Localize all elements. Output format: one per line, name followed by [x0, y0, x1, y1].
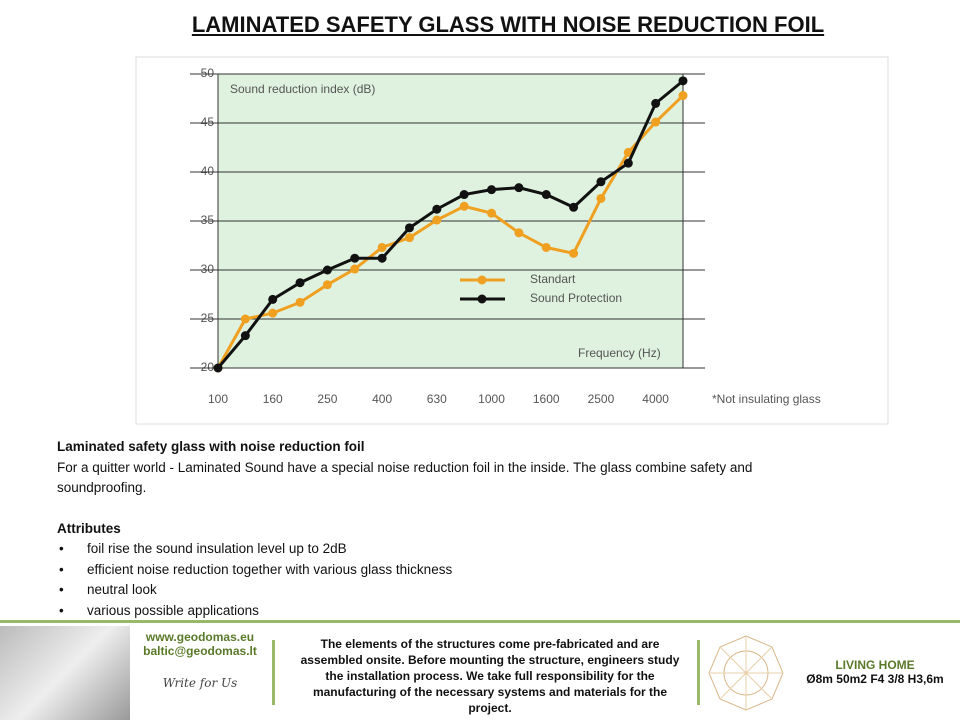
point — [240, 331, 250, 341]
point — [404, 223, 414, 233]
y-tick-label: 30 — [201, 262, 215, 276]
point — [487, 208, 497, 218]
point — [350, 264, 360, 274]
point — [377, 253, 387, 263]
point — [295, 278, 305, 288]
statement: The elements of the structures come pre-… — [300, 637, 680, 715]
point — [651, 98, 661, 108]
x-tick-label: 2500 — [588, 392, 615, 406]
y-tick-label: 25 — [201, 311, 215, 325]
point — [240, 314, 250, 324]
note: *Not insulating glass — [712, 392, 821, 406]
point — [623, 147, 633, 157]
chart: Sound reduction index (dB) Frequency (Hz… — [135, 56, 889, 425]
x-tick-label: 1600 — [533, 392, 560, 406]
body: Laminated safety glass with noise reduct… — [57, 437, 837, 621]
point — [623, 158, 633, 168]
point — [514, 183, 524, 193]
point — [569, 202, 579, 212]
dome-icon — [708, 635, 784, 711]
point — [514, 228, 524, 238]
point — [459, 201, 469, 211]
point — [404, 233, 414, 243]
x-tick-label: 1000 — [478, 392, 505, 406]
x-tick-label: 400 — [372, 392, 392, 406]
point — [569, 248, 579, 258]
point — [432, 204, 442, 214]
point — [487, 185, 497, 195]
heading: Laminated safety glass with noise reduct… — [57, 439, 365, 454]
x-tick-label: 630 — [427, 392, 447, 406]
series-line — [216, 79, 684, 369]
y-tick-label: 45 — [201, 115, 215, 129]
legend-label: Sound Protection — [530, 291, 622, 305]
point — [651, 117, 661, 127]
point — [350, 253, 360, 263]
point — [541, 242, 551, 252]
divider — [272, 640, 275, 705]
legend-marker — [477, 275, 487, 285]
x-tick-label: 160 — [263, 392, 283, 406]
x-tick-label: 100 — [208, 392, 228, 406]
point — [268, 308, 278, 318]
legend-marker — [477, 294, 487, 304]
point — [295, 297, 305, 307]
y-tick-label: 35 — [201, 213, 215, 227]
point — [377, 242, 387, 252]
contacts: www.geodomas.eu baltic@geodomas.lt Write… — [135, 630, 265, 690]
point — [541, 190, 551, 200]
point — [596, 193, 606, 203]
point — [322, 265, 332, 275]
y-tick-label: 40 — [201, 164, 215, 178]
intro: For a quitter world - Laminated Sound ha… — [57, 459, 753, 496]
point — [678, 91, 688, 101]
point — [268, 294, 278, 304]
x-axis-label: Frequency (Hz) — [578, 346, 661, 360]
point — [678, 76, 688, 86]
x-tick-label: 250 — [317, 392, 337, 406]
attribute: neutral look — [59, 580, 837, 601]
product-name: LIVING HOME — [835, 658, 915, 672]
point — [459, 190, 469, 200]
attribute: various possible applications — [59, 601, 837, 622]
series-line — [216, 94, 685, 369]
point — [432, 215, 442, 225]
divider — [697, 640, 700, 705]
y-tick-label: 20 — [201, 360, 215, 374]
point — [213, 363, 223, 373]
web[interactable]: www.geodomas.eu — [145, 630, 255, 644]
legend-label: Standart — [530, 272, 576, 286]
footer-rule — [0, 620, 960, 623]
y-tick-label: 50 — [201, 66, 215, 80]
attribute: foil rise the sound insulation level up … — [59, 539, 837, 560]
point — [322, 280, 332, 290]
attribute-list: foil rise the sound insulation level up … — [57, 539, 837, 621]
email[interactable]: baltic@geodomas.lt — [143, 644, 257, 658]
product-spec: Ø8m 50m2 F4 3/8 H3,6m — [806, 672, 944, 686]
attribute: efficient noise reduction together with … — [59, 560, 837, 581]
x-tick-label: 4000 — [642, 392, 669, 406]
signature: Write for Us — [162, 676, 238, 690]
attributes-title: Attributes — [57, 520, 121, 536]
y-axis-label: Sound reduction index (dB) — [230, 82, 375, 96]
point — [596, 177, 606, 187]
product: LIVING HOME Ø8m 50m2 F4 3/8 H3,6m — [790, 658, 960, 686]
logo — [0, 626, 130, 720]
page-title: LAMINATED SAFETY GLASS WITH NOISE REDUCT… — [191, 12, 825, 37]
